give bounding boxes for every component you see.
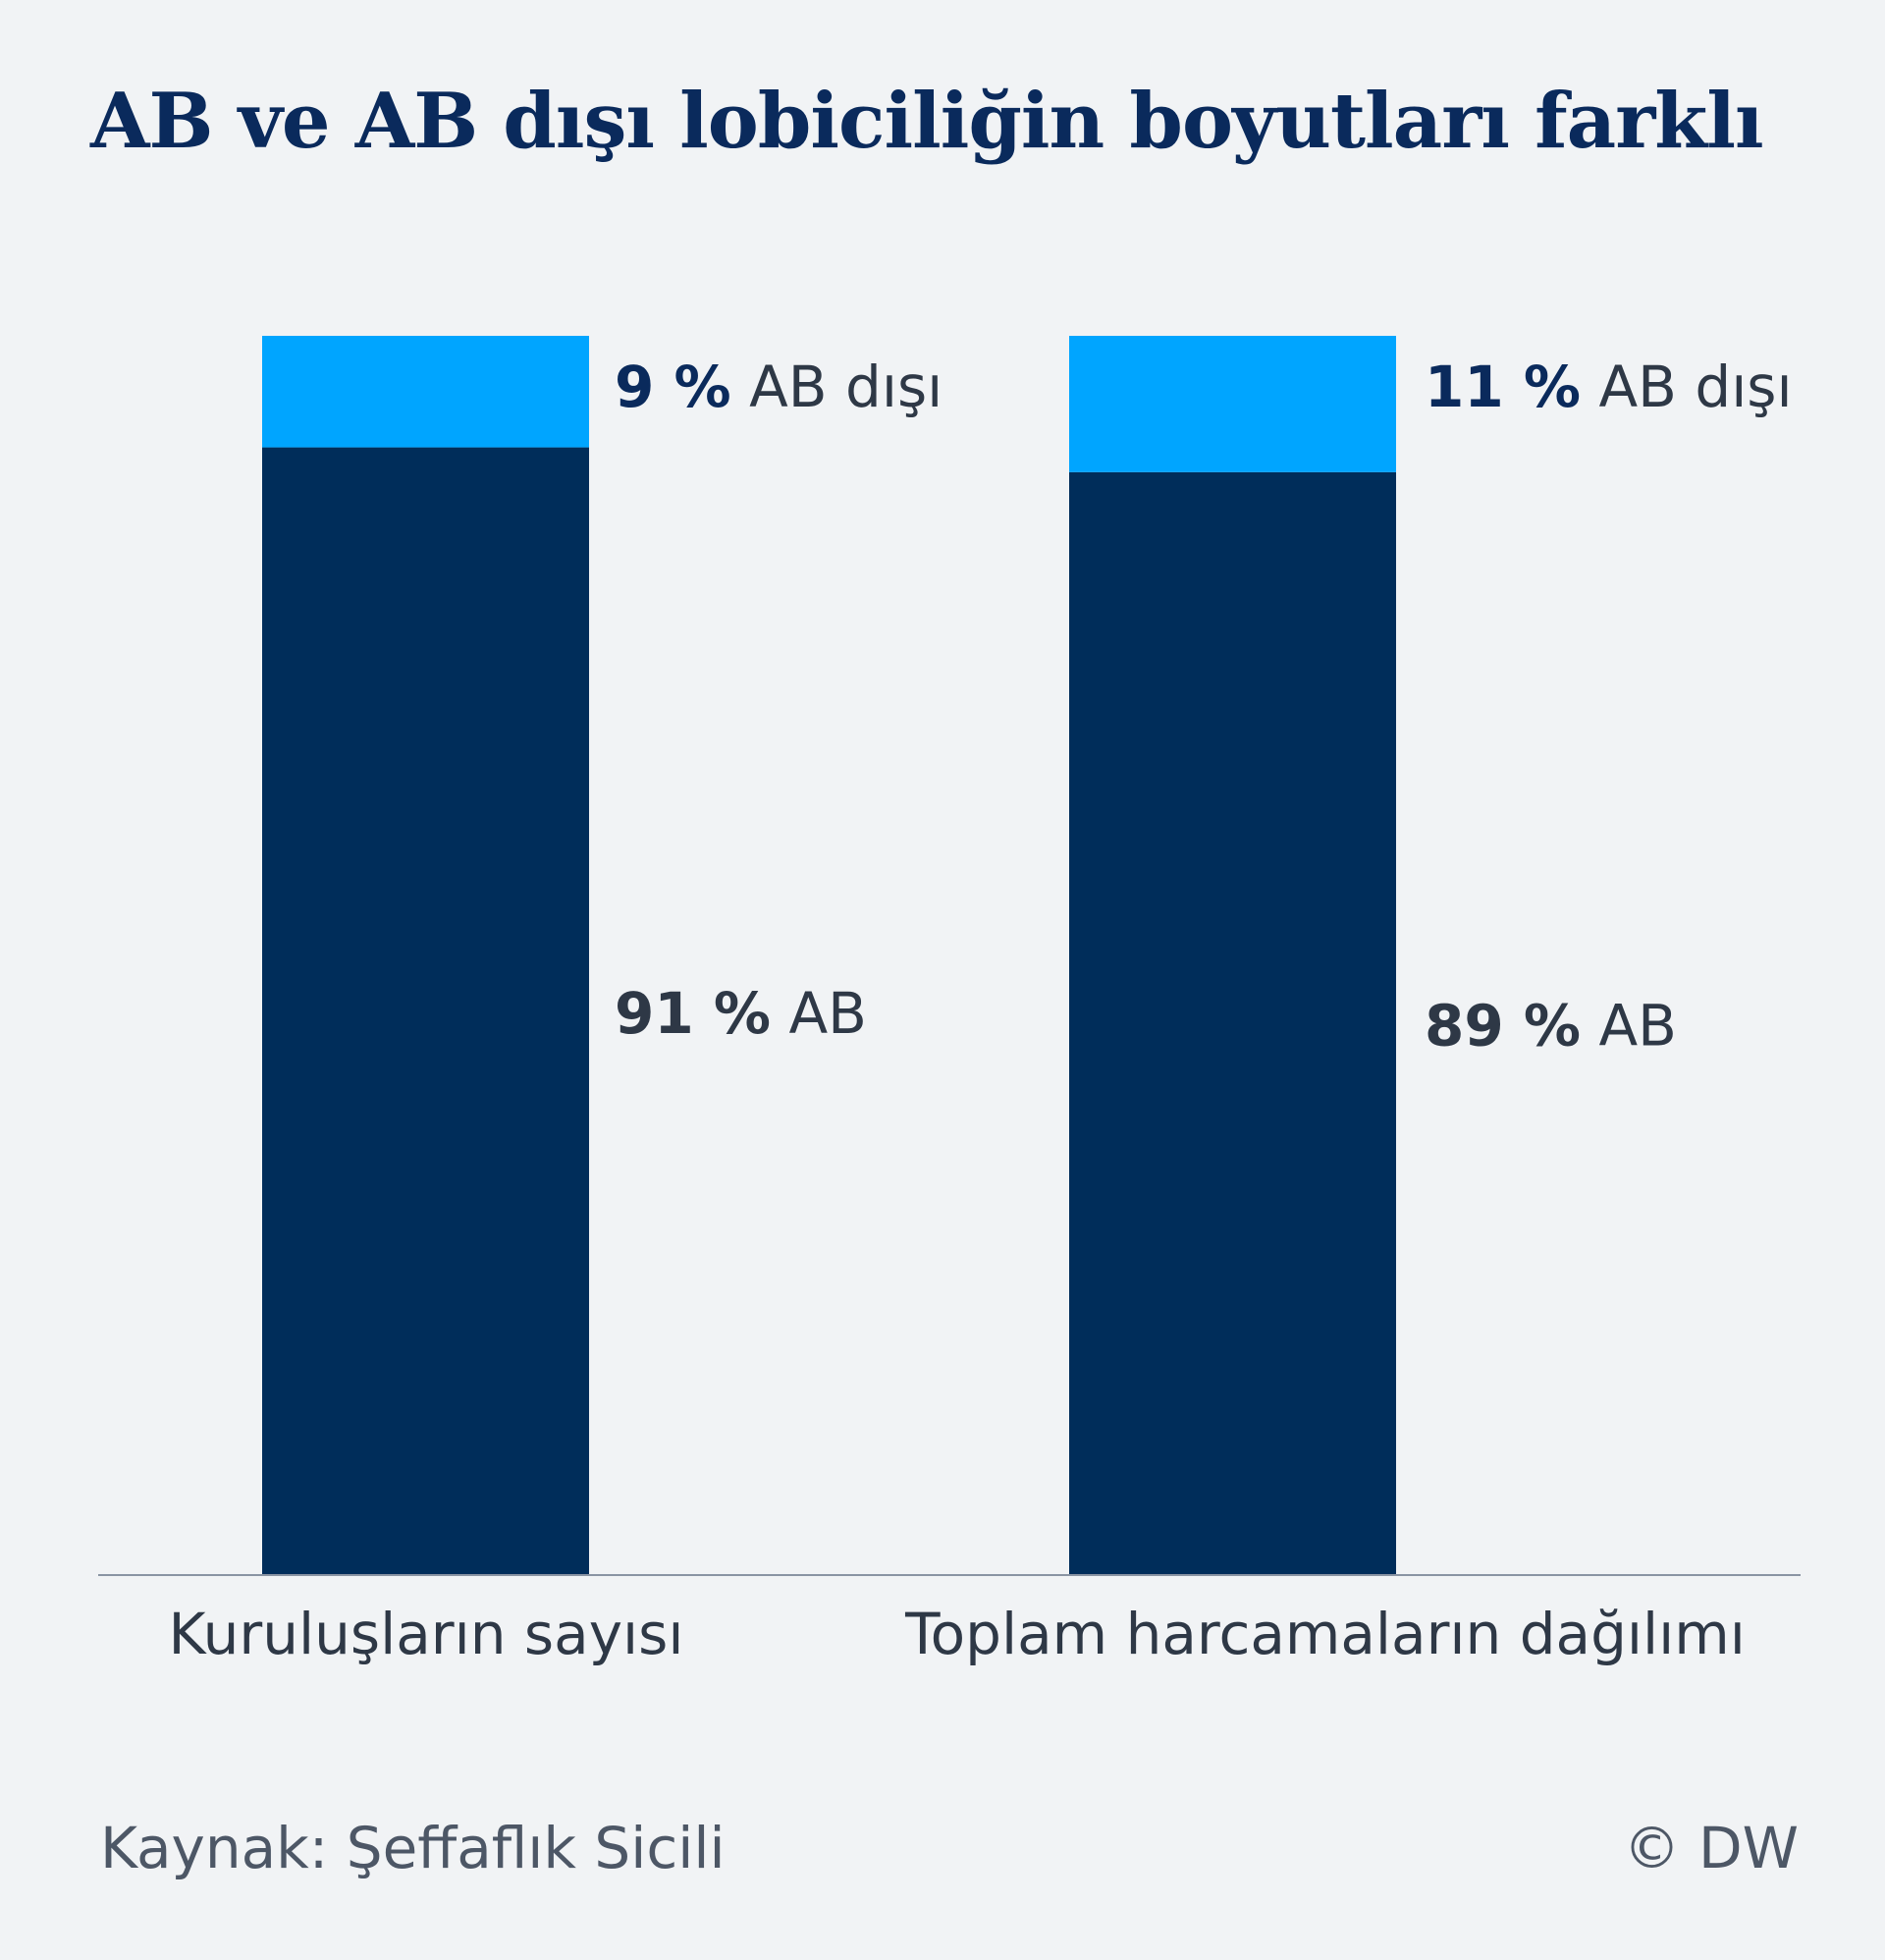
bar-segment — [1069, 336, 1396, 472]
bar-segment — [262, 336, 589, 448]
data-label-value: 91 % — [615, 980, 771, 1047]
credit-note: © DW — [1623, 1815, 1799, 1881]
bar-segment — [262, 447, 589, 1576]
data-label: 9 % AB dışı — [615, 354, 942, 420]
data-label-text: AB — [771, 980, 867, 1047]
category-label: Toplam harcamaların dağılımı — [904, 1601, 1746, 1667]
data-label-text: AB — [1581, 992, 1677, 1059]
source-note: Kaynak: Şeffaflık Sicili — [100, 1815, 726, 1881]
data-label-value: 9 % — [615, 354, 731, 420]
data-label-value: 11 % — [1425, 354, 1581, 420]
chart-title: AB ve AB dışı lobiciliğin boyutları fark… — [90, 77, 1764, 166]
data-label-value: 89 % — [1425, 992, 1581, 1059]
data-label-text: AB dışı — [1581, 354, 1793, 420]
data-label-text: AB dışı — [731, 354, 943, 420]
data-label: 91 % AB — [615, 980, 867, 1047]
stacked-bar-chart: 91 % AB 9 % AB dışı Kuruluşların sayısı 89 … — [98, 336, 1801, 1667]
data-label: 89 % AB — [1425, 992, 1677, 1059]
bar-segment — [1069, 471, 1396, 1575]
data-label: 11 % AB dışı — [1425, 354, 1793, 420]
category-label: Kuruluşların sayısı — [169, 1601, 684, 1667]
